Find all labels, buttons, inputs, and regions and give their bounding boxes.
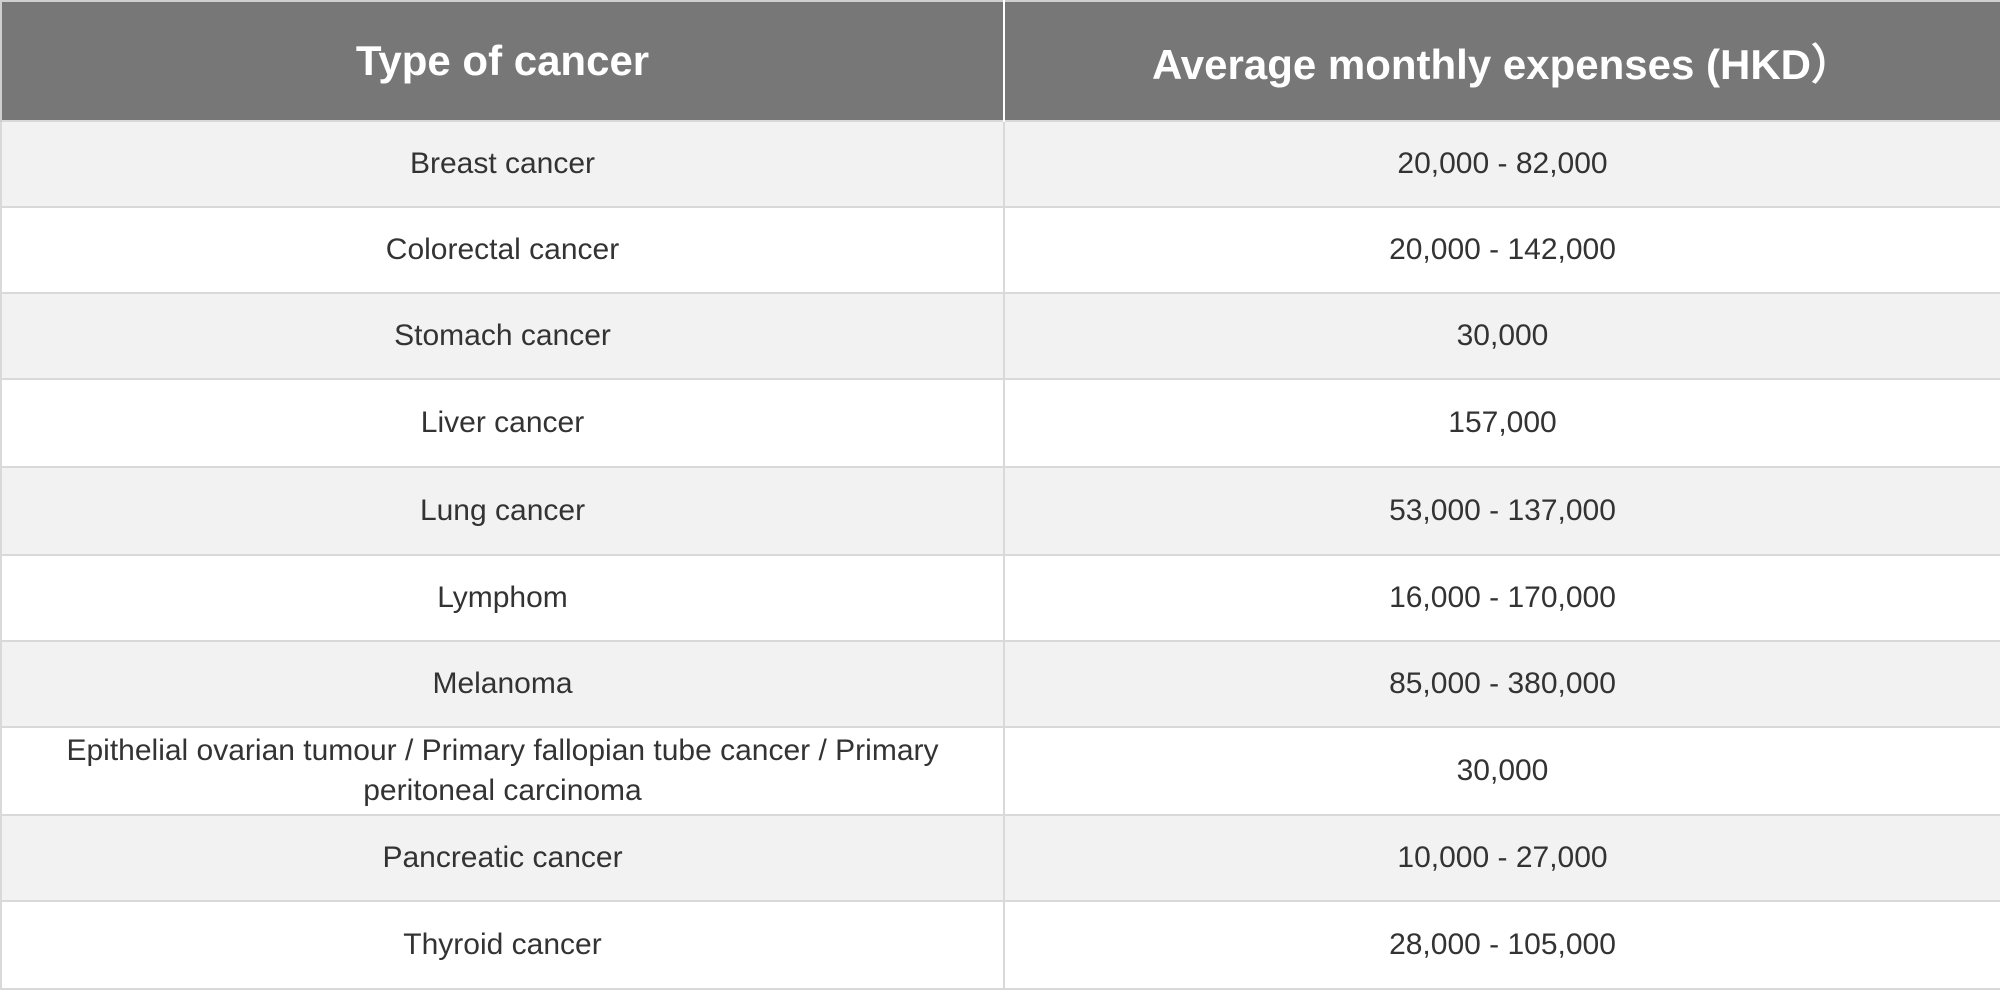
table-body: Breast cancer 20,000 - 82,000 Colorectal… [0, 120, 2000, 990]
header-type-of-cancer: Type of cancer [0, 0, 1005, 121]
cell-cancer-type: Colorectal cancer [0, 206, 1005, 294]
cell-cancer-type: Breast cancer [0, 120, 1005, 208]
table-row: Epithelial ovarian tumour / Primary fall… [0, 726, 2000, 816]
cell-cancer-type: Lung cancer [0, 466, 1005, 556]
cell-expenses: 30,000 [1003, 726, 2000, 816]
table-row: Breast cancer 20,000 - 82,000 [0, 120, 2000, 208]
header-row: Type of cancer Average monthly expenses … [0, 0, 2000, 121]
cell-expenses: 10,000 - 27,000 [1003, 814, 2000, 902]
cell-cancer-type: Melanoma [0, 640, 1005, 728]
cell-expenses: 30,000 [1003, 292, 2000, 380]
cell-cancer-type: Liver cancer [0, 378, 1005, 468]
table-row: Melanoma 85,000 - 380,000 [0, 640, 2000, 728]
table-row: Liver cancer 157,000 [0, 378, 2000, 468]
cell-expenses: 85,000 - 380,000 [1003, 640, 2000, 728]
header-average-monthly-expenses: Average monthly expenses (HKD） [1003, 0, 2000, 121]
cell-expenses: 157,000 [1003, 378, 2000, 468]
table-row: Lung cancer 53,000 - 137,000 [0, 466, 2000, 556]
cell-cancer-type: Stomach cancer [0, 292, 1005, 380]
cell-cancer-type: Lymphom [0, 554, 1005, 642]
cell-expenses: 20,000 - 142,000 [1003, 206, 2000, 294]
table-row: Pancreatic cancer 10,000 - 27,000 [0, 814, 2000, 902]
table-row: Colorectal cancer 20,000 - 142,000 [0, 206, 2000, 294]
table-row: Lymphom 16,000 - 170,000 [0, 554, 2000, 642]
cell-cancer-type: Pancreatic cancer [0, 814, 1005, 902]
table-header: Type of cancer Average monthly expenses … [0, 0, 2000, 121]
table-row: Stomach cancer 30,000 [0, 292, 2000, 380]
cell-expenses: 28,000 - 105,000 [1003, 900, 2000, 990]
cell-expenses: 16,000 - 170,000 [1003, 554, 2000, 642]
cell-cancer-type: Epithelial ovarian tumour / Primary fall… [0, 726, 1005, 816]
table-row: Thyroid cancer 28,000 - 105,000 [0, 900, 2000, 990]
cell-expenses: 20,000 - 82,000 [1003, 120, 2000, 208]
cell-expenses: 53,000 - 137,000 [1003, 466, 2000, 556]
cell-cancer-type: Thyroid cancer [0, 900, 1005, 990]
